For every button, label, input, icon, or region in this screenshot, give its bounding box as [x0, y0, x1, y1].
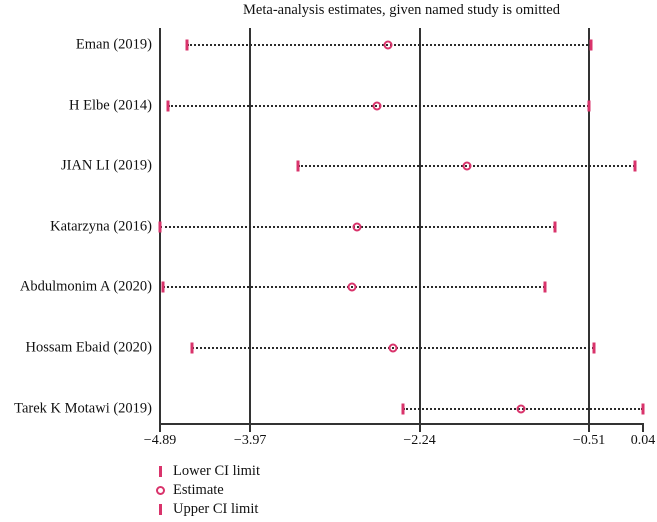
upper-ci-tick-5: [592, 342, 596, 354]
x-tick-mark-3: [588, 425, 591, 432]
estimate-marker-6: [516, 404, 526, 414]
lower-ci-tick-6: [401, 403, 405, 415]
legend-item-estimate: Estimate: [153, 481, 260, 500]
x-tick-label-4: 0.04: [630, 433, 656, 448]
study-label-0: Eman (2019): [75, 36, 152, 53]
upper-ci-tick-0: [589, 39, 593, 51]
legend-label-lower-ci: Lower CI limit: [173, 463, 260, 479]
estimate-marker-3: [352, 222, 362, 232]
upper-ci-tick-6: [641, 403, 645, 415]
upper-ci-tick-3: [553, 221, 557, 233]
study-label-1: H Elbe (2014): [69, 97, 152, 114]
upper-ci-tick-2: [633, 160, 637, 172]
x-tick-label-0: −4.89: [143, 433, 177, 448]
estimate-marker-4: [347, 282, 357, 292]
legend-label-upper-ci: Upper CI limit: [173, 501, 259, 517]
estimate-marker-2: [462, 161, 472, 171]
lower-ci-tick-0: [185, 39, 189, 51]
x-tick-label-1: −3.97: [233, 433, 267, 448]
upper-ci-tick-icon: [153, 504, 167, 515]
legend-label-estimate: Estimate: [173, 482, 224, 498]
chart-title: Meta-analysis estimates, given named stu…: [243, 2, 560, 18]
estimate-marker-5: [388, 343, 398, 353]
legend: Lower CI limit Estimate Upper CI limit: [153, 462, 260, 519]
x-tick-label-3: −0.51: [572, 433, 606, 448]
estimate-marker-1: [372, 101, 382, 111]
x-tick-mark-1: [249, 425, 252, 432]
upper-ci-tick-4: [543, 281, 547, 293]
lower-ci-tick-4: [161, 281, 165, 293]
x-tick-mark-4: [642, 425, 644, 432]
x-tick-mark-2: [418, 425, 421, 432]
legend-item-upper-ci: Upper CI limit: [153, 500, 260, 519]
estimate-marker-0: [383, 40, 393, 50]
x-tick-mark-0: [159, 425, 161, 432]
estimate-circle-icon: [153, 486, 167, 495]
study-label-5: Hossam Ebaid (2020): [25, 339, 152, 356]
study-label-4: Abdulmonim A (2020): [19, 278, 152, 295]
study-label-3: Katarzyna (2016): [50, 218, 152, 235]
lower-ci-tick-icon: [153, 466, 167, 477]
lower-ci-tick-2: [296, 160, 300, 172]
lower-ci-tick-5: [190, 342, 194, 354]
upper-ci-tick-1: [587, 100, 591, 112]
legend-item-lower-ci: Lower CI limit: [153, 462, 260, 481]
study-label-6: Tarek K Motawi (2019): [14, 400, 152, 417]
lower-ci-tick-1: [166, 100, 170, 112]
x-tick-label-2: −2.24: [403, 433, 436, 448]
reference-line-2: [588, 28, 591, 424]
lower-ci-tick-3: [158, 221, 162, 233]
x-axis-line: [159, 423, 644, 425]
study-label-2: JIAN LI (2019): [60, 157, 152, 174]
